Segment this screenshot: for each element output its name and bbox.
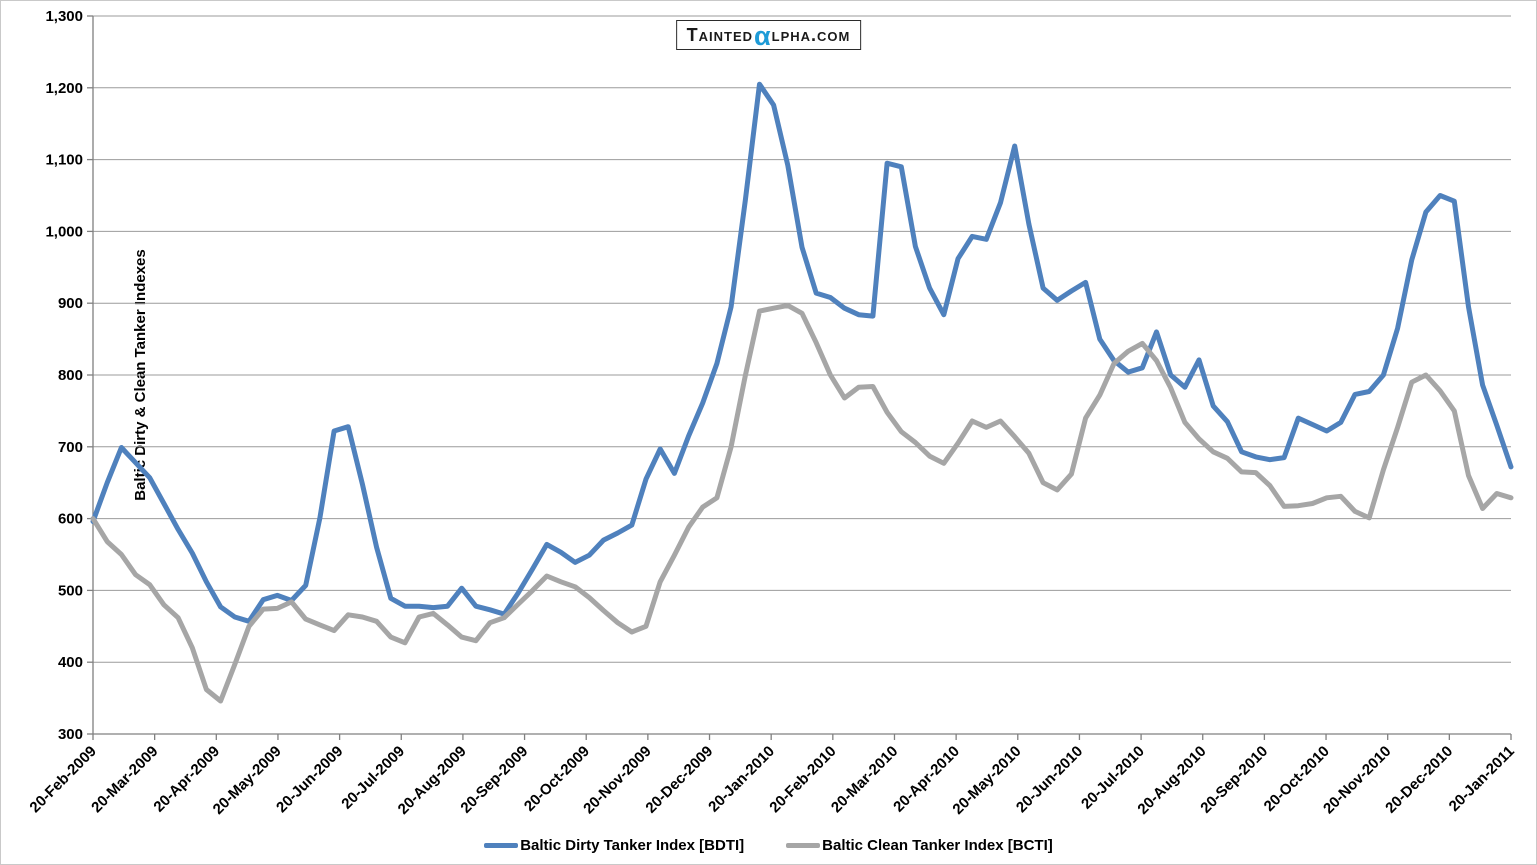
- y-tick-label: 600: [58, 511, 83, 528]
- logo-text-suffix: lpha.com: [771, 25, 851, 45]
- bcti-series-line: [90, 302, 1514, 704]
- bdti-legend-label: Baltic Dirty Tanker Index [BDTI]: [520, 836, 745, 854]
- logo-alpha-glyph: α: [754, 20, 771, 51]
- y-tick-label: 700: [58, 439, 83, 456]
- y-tick-label: 500: [58, 582, 83, 599]
- bdti-series-line: [90, 81, 1514, 624]
- tainted-alpha-logo: Tainted α lpha.com: [675, 20, 862, 51]
- x-tick-label: 20-Jun-2010: [1013, 743, 1086, 816]
- y-tick-label: 1,300: [45, 8, 83, 25]
- legend-entry-bdti: Baltic Dirty Tanker Index [BDTI]: [484, 837, 744, 854]
- legend: Baltic Dirty Tanker Index [BDTI] Baltic …: [1, 832, 1536, 858]
- x-tick-label: 20-Mar-2009: [88, 743, 161, 816]
- x-tick-label: 20-Mar-2010: [828, 743, 901, 816]
- y-tick-label: 1,100: [45, 152, 83, 169]
- bdti-line-swatch: [484, 842, 519, 848]
- y-tick-label: 1,200: [45, 80, 83, 97]
- bcti-legend-label: Baltic Clean Tanker Index [BCTI]: [822, 836, 1053, 854]
- y-tick-label: 1,000: [45, 223, 83, 240]
- x-tick-label: 20-Jun-2009: [273, 743, 346, 816]
- y-tick-label: 400: [58, 654, 83, 671]
- bcti-line-swatch: [786, 842, 821, 848]
- y-tick-label: 300: [58, 726, 83, 743]
- y-tick-label: 800: [58, 367, 83, 384]
- x-tick-label: 20-Jan-2011: [1446, 743, 1518, 815]
- logo-text-prefix: Tainted: [686, 25, 754, 45]
- y-tick-label: 900: [58, 295, 83, 312]
- legend-entry-bcti: Baltic Clean Tanker Index [BCTI]: [786, 837, 1053, 854]
